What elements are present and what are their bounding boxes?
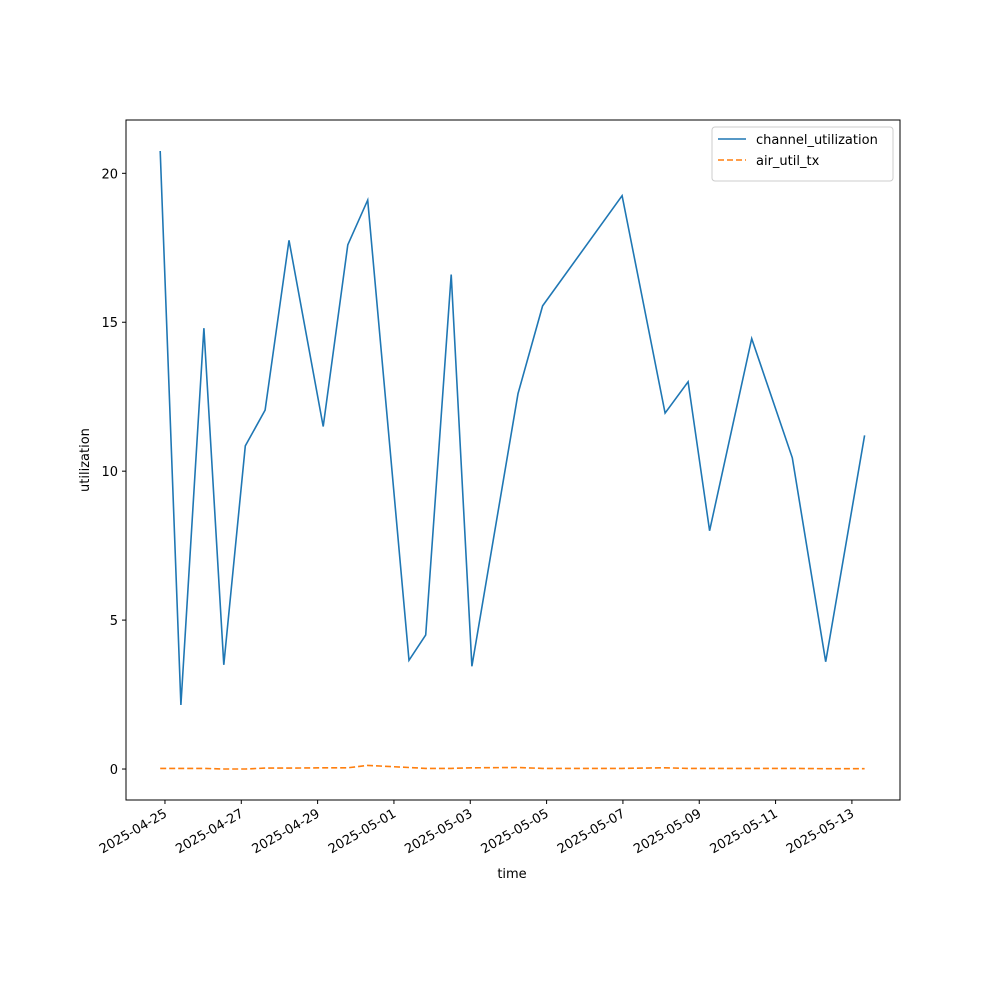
legend-box xyxy=(711,126,894,182)
x-tick-label: 2025-04-29 xyxy=(250,806,323,857)
x-tick-label: 2025-05-07 xyxy=(555,806,628,857)
x-tick-label: 2025-05-05 xyxy=(479,806,552,857)
y-tick-label: 20 xyxy=(101,167,118,182)
y-tick-label: 5 xyxy=(110,614,118,629)
data-line xyxy=(159,150,866,706)
x-axis-label: time xyxy=(497,867,526,882)
data-line xyxy=(160,764,865,770)
x-tick-label: 2025-05-11 xyxy=(708,806,781,857)
y-axis-label: utilization xyxy=(78,428,93,492)
x-tick-label: 2025-05-13 xyxy=(784,806,857,857)
legend-label: channel_utilization xyxy=(756,133,878,148)
y-tick-label: 10 xyxy=(101,465,118,480)
x-tick-label: 2025-05-01 xyxy=(326,806,399,857)
x-tick-label: 2025-05-03 xyxy=(402,806,475,857)
y-tick-label: 15 xyxy=(101,316,118,331)
x-tick-label: 2025-04-25 xyxy=(97,806,170,857)
y-tick-label: 0 xyxy=(110,763,118,778)
x-tick-label: 2025-04-27 xyxy=(173,806,246,857)
x-tick-label: 2025-05-09 xyxy=(631,806,704,857)
plot-area xyxy=(125,119,901,801)
legend-label: air_util_tx xyxy=(756,154,820,169)
